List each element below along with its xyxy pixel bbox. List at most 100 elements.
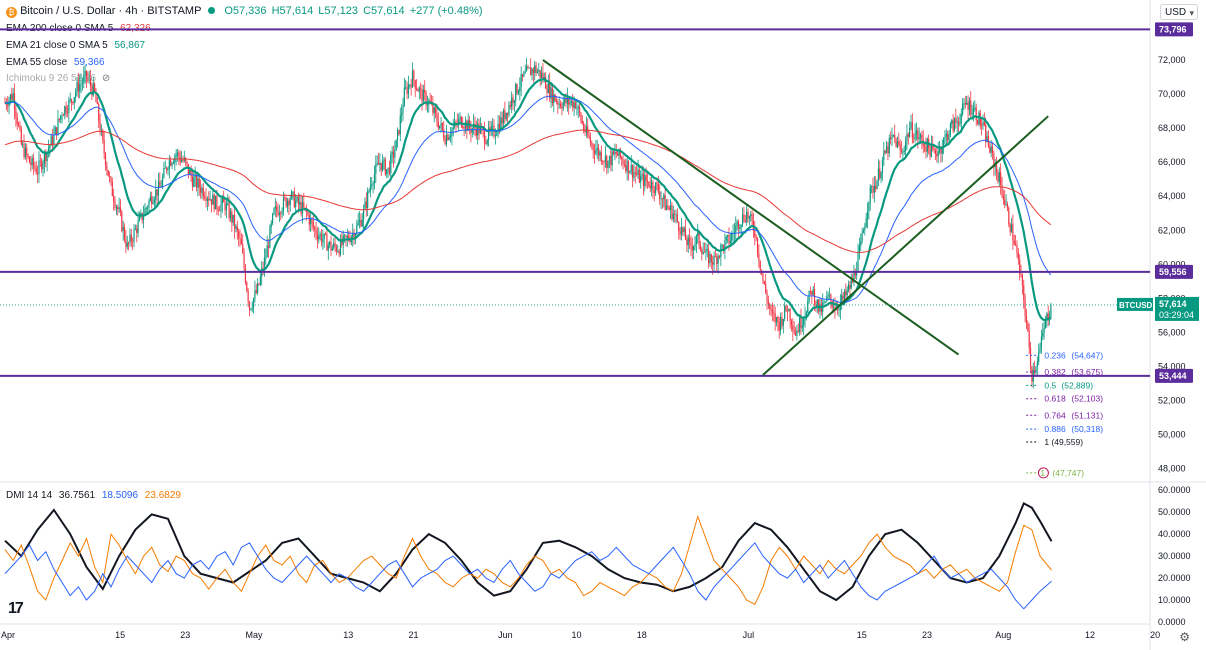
candle — [676, 214, 678, 222]
candle — [420, 88, 422, 90]
candle — [974, 107, 976, 109]
candle — [800, 317, 802, 328]
low-value: L57,123 — [318, 5, 359, 17]
candle — [425, 92, 427, 106]
dmi-legend[interactable]: DMI 14 14 36.7561 18.5096 23.6829 — [6, 490, 181, 501]
dmi-y-tick-label: 30.0000 — [1158, 551, 1191, 561]
candle — [111, 181, 113, 197]
candle — [160, 186, 162, 188]
candle — [606, 156, 608, 169]
candle — [803, 318, 805, 326]
plus-di-value: 23.6829 — [144, 490, 181, 501]
candle — [126, 242, 128, 247]
candle — [572, 100, 574, 108]
candle — [296, 196, 298, 201]
candle — [801, 325, 803, 328]
candle — [297, 196, 299, 205]
indicator-ema55[interactable]: EMA 55 close 59,366 — [6, 57, 105, 68]
x-tick-label: Jun — [498, 630, 513, 640]
eye-off-icon[interactable]: ⊘ — [101, 73, 111, 84]
candle — [888, 137, 890, 154]
candle — [736, 221, 738, 226]
candle — [265, 257, 267, 259]
candle — [38, 160, 40, 175]
candle — [16, 116, 18, 125]
alert-icon[interactable] — [1037, 467, 1049, 479]
candle — [737, 221, 740, 229]
candle — [280, 213, 282, 214]
minus-di-line[interactable] — [4, 542, 1052, 610]
candle — [1050, 304, 1052, 317]
candle — [113, 196, 115, 202]
candle — [247, 290, 249, 303]
candle — [26, 147, 28, 155]
candle — [155, 189, 157, 200]
ema21-line[interactable] — [4, 78, 1052, 322]
candle — [1006, 204, 1009, 208]
candle — [584, 130, 586, 133]
candle — [542, 72, 544, 80]
candle — [784, 305, 786, 319]
candle — [443, 129, 445, 139]
candles — [4, 57, 1052, 389]
candle — [686, 239, 688, 246]
candle — [103, 140, 105, 154]
gear-icon[interactable]: ⚙ — [1179, 630, 1190, 644]
candle — [331, 247, 333, 251]
x-tick-label: 20 — [1150, 630, 1160, 640]
candle — [396, 129, 399, 140]
candle — [47, 148, 50, 152]
candle — [1015, 244, 1017, 246]
candle — [258, 283, 260, 285]
adx-line[interactable] — [4, 501, 1053, 602]
candle — [356, 225, 358, 235]
candle — [299, 202, 301, 205]
ema200-line[interactable] — [4, 129, 1052, 253]
candle — [152, 202, 154, 204]
candle — [1025, 316, 1028, 324]
candle — [23, 143, 25, 158]
candle — [854, 271, 856, 276]
candle — [896, 141, 899, 148]
ema55-line[interactable] — [4, 95, 1052, 303]
adx-value: 36.7561 — [58, 490, 96, 501]
fib-ratio: 0.886 — [1044, 424, 1066, 434]
trendline[interactable] — [542, 59, 960, 356]
trendline[interactable] — [762, 115, 1049, 376]
candle — [775, 317, 778, 323]
candle — [51, 136, 54, 145]
symbol-title[interactable]: Bitcoin / U.S. Dollar · 4h · BITSTAMP — [20, 5, 202, 17]
candle — [89, 78, 92, 87]
indicator-ichimoku[interactable]: Ichimoku 9 26 52 26 ⊘ — [6, 73, 110, 84]
candle — [293, 191, 295, 208]
candle — [506, 112, 509, 116]
candle — [490, 126, 492, 131]
candle — [603, 161, 605, 163]
candle — [9, 94, 12, 100]
currency-select[interactable]: USD ▾ — [1160, 4, 1198, 20]
candle — [151, 196, 153, 204]
candle — [410, 84, 412, 88]
candle — [515, 84, 517, 101]
candle — [315, 229, 317, 235]
candle — [587, 126, 589, 136]
candle — [943, 139, 945, 149]
indicator-label: Ichimoku 9 26 52 26 — [6, 73, 97, 84]
candle — [957, 121, 960, 125]
candle — [604, 156, 606, 163]
candle — [75, 92, 77, 98]
currency-label: USD — [1165, 7, 1187, 18]
indicator-ema21[interactable]: EMA 21 close 0 SMA 5 56,867 — [6, 40, 145, 51]
candle — [62, 115, 65, 117]
candle — [534, 65, 536, 73]
candle — [947, 134, 949, 141]
candle — [365, 201, 367, 208]
candle — [610, 155, 612, 166]
candle — [569, 102, 571, 105]
candle — [929, 147, 931, 157]
candle — [496, 133, 498, 136]
plus-di-line[interactable] — [4, 514, 1052, 606]
candle — [523, 72, 525, 77]
candle — [528, 67, 530, 69]
